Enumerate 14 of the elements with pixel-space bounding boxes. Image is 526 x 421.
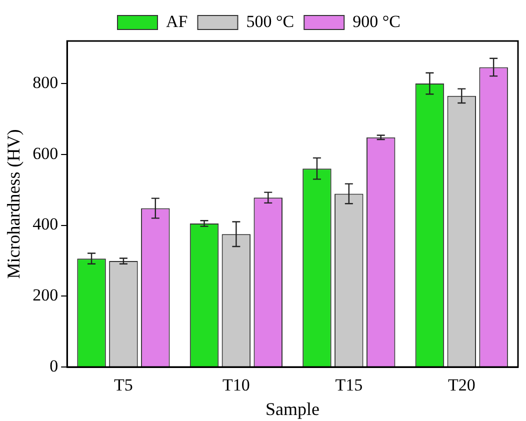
y-tick-label: 0 xyxy=(50,356,58,376)
y-axis-title: Microhardness (HV) xyxy=(4,129,24,279)
x-tick-label: T15 xyxy=(335,376,363,395)
x-tick-label: T10 xyxy=(222,376,250,395)
legend-label: AF xyxy=(166,12,188,31)
y-tick-label: 400 xyxy=(32,214,58,234)
y-tick-label: 800 xyxy=(32,72,58,92)
y-tick-label: 600 xyxy=(32,144,58,163)
legend-label: 900 °C xyxy=(352,12,401,31)
x-axis-title: Sample xyxy=(266,398,320,419)
y-tick-label: 200 xyxy=(32,286,58,305)
x-tick-label: T20 xyxy=(448,376,476,395)
legend-label: 500 °C xyxy=(246,12,294,31)
x-tick-label: T5 xyxy=(114,376,133,395)
